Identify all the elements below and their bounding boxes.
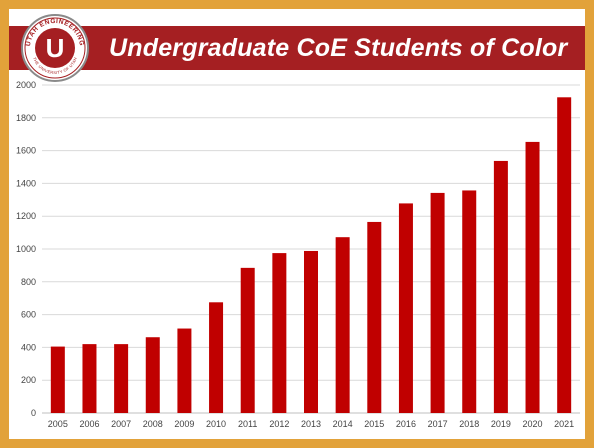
bar-2010 bbox=[209, 302, 224, 413]
x-tick-label: 2011 bbox=[238, 419, 257, 429]
bar-2009 bbox=[177, 328, 192, 413]
bar-2018 bbox=[462, 190, 477, 413]
y-tick-label: 1200 bbox=[16, 211, 36, 221]
y-tick-label: 2000 bbox=[16, 80, 36, 90]
x-tick-label: 2005 bbox=[48, 419, 68, 429]
page-title: Undergraduate CoE Students of Color bbox=[109, 34, 568, 62]
y-tick-label: 1000 bbox=[16, 244, 36, 254]
bar-2013 bbox=[304, 250, 318, 413]
y-tick-label: 400 bbox=[21, 342, 36, 352]
x-tick-label: 2021 bbox=[554, 419, 574, 429]
y-tick-label: 200 bbox=[21, 375, 36, 385]
bar-2015 bbox=[367, 221, 382, 413]
y-axis-ticks: 0 200 400 600 800 1000 1200 1400 1600 1800 2000 bbox=[16, 80, 36, 418]
x-tick-label: 2012 bbox=[269, 419, 289, 429]
x-tick-label: 2019 bbox=[491, 419, 511, 429]
x-tick-label: 2008 bbox=[143, 419, 163, 429]
y-tick-label: 800 bbox=[21, 277, 36, 287]
x-tick-label: 2009 bbox=[174, 419, 194, 429]
bars bbox=[50, 97, 572, 414]
y-tick-label: 600 bbox=[21, 310, 36, 320]
x-tick-label: 2007 bbox=[111, 419, 131, 429]
x-tick-label: 2014 bbox=[333, 419, 353, 429]
bar-2014 bbox=[335, 237, 350, 413]
bar-2006 bbox=[82, 344, 97, 413]
title-banner: Undergraduate CoE Students of Color bbox=[9, 26, 585, 70]
x-tick-label: 2013 bbox=[301, 419, 321, 429]
logo-letter: U bbox=[46, 33, 65, 63]
bar-2021 bbox=[557, 97, 572, 414]
bar-2020 bbox=[525, 141, 540, 413]
bar-2016 bbox=[398, 203, 413, 413]
bar-2005 bbox=[50, 346, 65, 413]
y-tick-label: 1800 bbox=[16, 113, 36, 123]
x-tick-label: 2015 bbox=[364, 419, 384, 429]
bar-2017 bbox=[430, 192, 445, 413]
y-tick-label: 0 bbox=[31, 408, 36, 418]
x-tick-label: 2016 bbox=[396, 419, 416, 429]
x-axis-ticks: 2005 2006 2007 2008 2009 2010 2011 2012 2013 2014… bbox=[48, 419, 574, 429]
x-tick-label: 2010 bbox=[206, 419, 226, 429]
bar-2012 bbox=[272, 253, 287, 413]
bar-2008 bbox=[145, 337, 160, 413]
x-tick-label: 2020 bbox=[523, 419, 543, 429]
bar-2019 bbox=[493, 160, 508, 413]
x-tick-label: 2018 bbox=[459, 419, 479, 429]
bar-2011 bbox=[240, 267, 255, 413]
y-tick-label: 1600 bbox=[16, 146, 36, 156]
y-tick-label: 1400 bbox=[16, 178, 36, 188]
university-logo: UTAH ENGINEERING THE UNIVERSITY OF UTAH … bbox=[21, 14, 89, 82]
x-tick-label: 2017 bbox=[428, 419, 448, 429]
x-tick-label: 2006 bbox=[79, 419, 99, 429]
bar-2007 bbox=[114, 344, 129, 413]
